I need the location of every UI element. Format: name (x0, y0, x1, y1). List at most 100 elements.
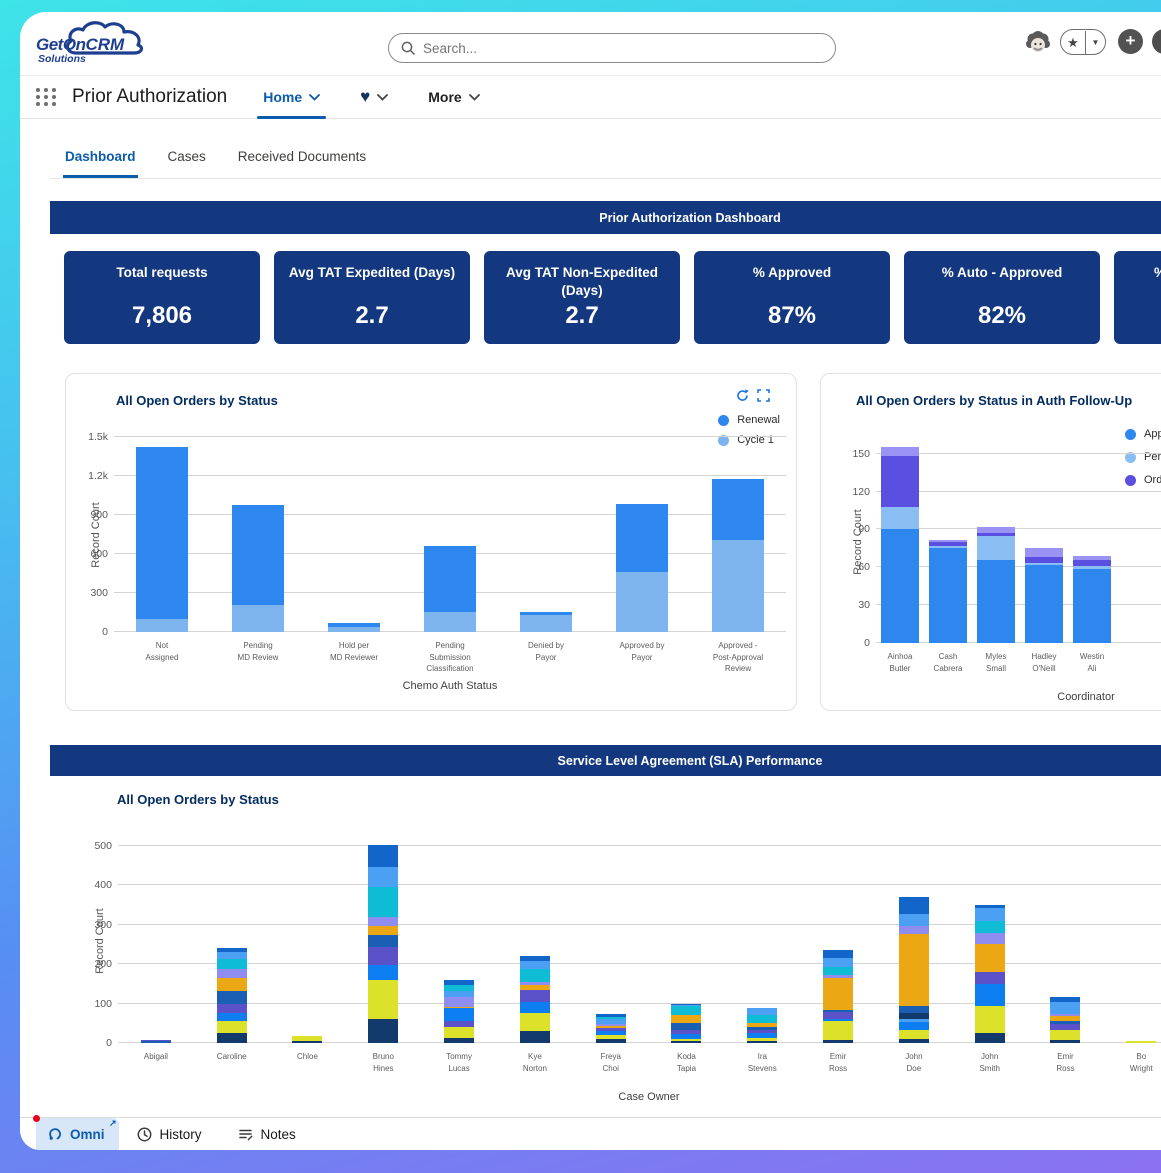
bar-segment[interactable] (823, 1012, 853, 1020)
bar-emir-ross[interactable] (1050, 997, 1080, 1043)
legend-item[interactable]: Renewal (718, 414, 780, 426)
bar-segment[interactable] (1050, 1030, 1080, 1041)
bar-segment[interactable] (975, 984, 1005, 1006)
bar-segment[interactable] (823, 958, 853, 967)
bar-cash-cabrera[interactable] (929, 540, 967, 644)
bar-segment[interactable] (368, 965, 398, 980)
bar-segment[interactable] (424, 612, 476, 632)
bar-segment[interactable] (671, 1041, 701, 1043)
bar-segment[interactable] (747, 1015, 777, 1022)
bar-segment[interactable] (217, 1004, 247, 1014)
tab-dashboard[interactable]: Dashboard (63, 143, 138, 178)
bar-segment[interactable] (899, 897, 929, 914)
bar-segment[interactable] (977, 560, 1015, 643)
bar-segment[interactable] (975, 1006, 1005, 1033)
bar-segment[interactable] (975, 933, 1005, 944)
utility-notes[interactable]: Notes (220, 1118, 314, 1150)
favorites-dropdown-icon[interactable]: ▼ (1086, 38, 1105, 47)
bar-koda-tapia[interactable] (671, 1004, 701, 1043)
bar-segment[interactable] (328, 627, 380, 632)
bar-segment[interactable] (975, 972, 1005, 985)
bar-segment[interactable] (616, 572, 668, 632)
bar-caroline[interactable] (217, 948, 247, 1043)
bar-segment[interactable] (899, 934, 929, 1006)
bar-segment[interactable] (520, 615, 572, 632)
bar-emir-ross[interactable] (823, 950, 853, 1043)
bar-kye-norton[interactable] (520, 956, 550, 1043)
bar-segment[interactable] (596, 1039, 626, 1043)
bar-segment[interactable] (975, 921, 1005, 933)
bar-approved --post-approval-review[interactable] (712, 479, 764, 632)
bar-chloe[interactable] (292, 1036, 322, 1043)
bar-segment[interactable] (823, 978, 853, 1010)
bar-segment[interactable] (975, 1033, 1005, 1043)
bar-segment[interactable] (368, 980, 398, 1019)
bar-segment[interactable] (881, 529, 919, 643)
tab-cases[interactable]: Cases (166, 143, 208, 178)
bar-approved by-payor[interactable] (616, 504, 668, 632)
expand-icon[interactable] (757, 389, 770, 402)
bar-pending-submission-classification[interactable] (424, 546, 476, 632)
bar-segment[interactable] (444, 1027, 474, 1038)
bar-segment[interactable] (136, 447, 188, 619)
bar-segment[interactable] (899, 1006, 929, 1013)
bar-segment[interactable] (823, 967, 853, 975)
bar-segment[interactable] (1025, 565, 1063, 643)
bar-segment[interactable] (929, 548, 967, 643)
bar-segment[interactable] (292, 1041, 322, 1043)
bar-bo-wright[interactable] (1126, 1041, 1156, 1043)
favorite-star-icon[interactable]: ★ (1061, 31, 1086, 54)
bar-segment[interactable] (1126, 1041, 1156, 1043)
bar-segment[interactable] (368, 926, 398, 935)
bar-segment[interactable] (977, 536, 1015, 560)
bar-hold per-md reviewer[interactable] (328, 623, 380, 632)
bar-segment[interactable] (520, 1013, 550, 1031)
bar-segment[interactable] (899, 926, 929, 934)
notifications-icon[interactable] (1152, 29, 1161, 54)
bar-freya-choi[interactable] (596, 1014, 626, 1044)
search-input[interactable] (423, 41, 823, 56)
bar-segment[interactable] (368, 935, 398, 947)
bar-segment[interactable] (823, 950, 853, 958)
utility-omni[interactable]: ↗ Omni (36, 1118, 119, 1150)
bar-myles-small[interactable] (977, 527, 1015, 643)
global-add-icon[interactable]: + (1118, 29, 1143, 54)
bar-segment[interactable] (217, 952, 247, 959)
bar-segment[interactable] (975, 908, 1005, 921)
bar-segment[interactable] (823, 1040, 853, 1043)
nav-tab-more[interactable]: More (426, 76, 481, 118)
bar-segment[interactable] (712, 540, 764, 632)
bar-segment[interactable] (881, 456, 919, 507)
nav-tab-home[interactable]: Home (261, 76, 322, 118)
bar-segment[interactable] (141, 1041, 171, 1043)
bar-segment[interactable] (217, 969, 247, 978)
bar-segment[interactable] (671, 1006, 701, 1015)
bar-segment[interactable] (217, 1021, 247, 1034)
bar-segment[interactable] (368, 845, 398, 867)
bar-segment[interactable] (520, 1031, 550, 1043)
bar-segment[interactable] (444, 1038, 474, 1043)
bar-john-smith[interactable] (975, 905, 1005, 1043)
bar-segment[interactable] (217, 959, 247, 969)
bar-john-doe[interactable] (899, 897, 929, 1043)
bar-segment[interactable] (217, 991, 247, 1004)
bar-bruno-hines[interactable] (368, 845, 398, 1043)
bar-segment[interactable] (232, 505, 284, 604)
bar-segment[interactable] (899, 1030, 929, 1039)
bar-segment[interactable] (520, 990, 550, 1002)
bar-segment[interactable] (136, 619, 188, 632)
bar-pending-md review[interactable] (232, 505, 284, 632)
bar-segment[interactable] (520, 1002, 550, 1014)
bar-segment[interactable] (217, 1033, 247, 1043)
bar-ira-stevens[interactable] (747, 1008, 777, 1043)
refresh-icon[interactable] (736, 389, 749, 402)
bar-tommy-lucas[interactable] (444, 980, 474, 1043)
bar-segment[interactable] (444, 997, 474, 1007)
bar-segment[interactable] (899, 1039, 929, 1043)
bar-segment[interactable] (368, 1019, 398, 1043)
bar-segment[interactable] (881, 447, 919, 456)
utility-history[interactable]: History (119, 1118, 220, 1150)
app-launcher-icon[interactable] (36, 88, 57, 106)
bar-segment[interactable] (747, 1008, 777, 1015)
einstein-mascot-icon[interactable] (1024, 29, 1052, 57)
